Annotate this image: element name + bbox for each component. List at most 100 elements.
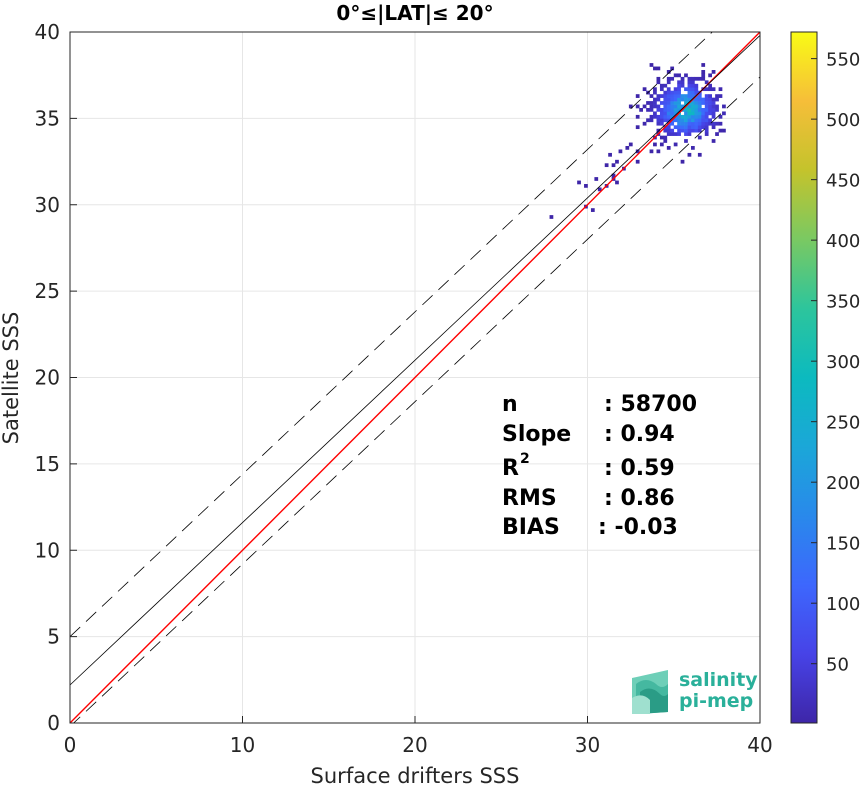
heat-cell [670,132,675,136]
heat-cell [711,97,716,102]
heat-cell [691,101,695,105]
heat-cell [708,97,712,102]
y-tick-label: 0 [47,711,60,735]
y-tick-label: 40 [35,20,60,44]
heat-cell [673,104,678,109]
heat-cell [718,128,723,133]
line-lower-bound [73,76,760,723]
y-axis-title: Satellite SSS [0,312,23,445]
heat-cell [663,97,668,102]
heat-cell [711,70,716,74]
colorbar-tick-label: 450 [826,171,860,192]
heat-cell [694,76,699,81]
heat-cell [704,125,709,130]
heat-cell [659,108,664,112]
heat-cell [673,125,678,130]
x-tick-label: 40 [747,733,772,757]
heat-cell [715,97,719,102]
y-tick-label: 25 [35,279,60,303]
heat-cell [666,97,671,102]
heat-cell [691,76,695,81]
x-tick-label: 20 [402,733,427,757]
heat-cell [697,125,702,130]
heat-cell [708,121,712,126]
heat-cell [663,128,668,133]
stat-value: : -0.03 [598,515,678,540]
logo-line1: salinity [679,669,758,691]
heat-cell [691,146,695,150]
heat-cell [677,114,681,119]
heat-cell [670,90,675,95]
heat-cell [656,108,661,112]
heat-cell [684,87,688,92]
heat-cell [673,132,678,136]
heat-cell [653,101,657,105]
heat-cell [666,94,671,98]
heat-cell [677,83,681,88]
heat-cell [663,114,668,119]
heat-cell [670,97,675,102]
heat-cell [677,132,681,136]
heat-cell [653,87,657,92]
heat-cell [708,87,712,92]
heat-cell [687,97,692,102]
heat-cell [635,94,640,98]
heat-cell [659,114,664,119]
heat-cell [718,121,723,126]
heat-cell [687,83,692,88]
heat-cell [649,104,654,109]
heat-cell [704,94,709,98]
heat-cell [722,128,726,133]
colorbar [790,31,818,724]
heat-cell [656,66,661,71]
heat-cell [666,128,671,133]
heat-cell [659,142,664,147]
heat-cell [701,101,706,105]
heat-cell [691,108,695,112]
colorbar-tick-label: 350 [826,292,860,313]
colorbar-tick-label: 50 [826,655,849,676]
heat-cell [653,66,657,71]
heat-cell [673,118,678,123]
y-tick-label: 20 [35,366,60,390]
heat-cell [677,108,681,112]
heat-cell [715,104,719,109]
heat-cell [663,83,668,88]
heat-cell [691,104,695,109]
heat-cell [691,80,695,85]
heat-cell [673,94,678,98]
heat-cell [659,83,664,88]
heat-cell [680,128,685,133]
heat-cell [666,76,671,81]
statistics-box: n: 58700 Slope: 0.94 R 2: 0.59 RMS: 0.86 BIAS… [502,392,697,540]
heat-cell [708,108,712,112]
heat-cell [704,132,709,136]
heat-cell [642,87,647,92]
heat-cell [704,108,709,112]
heat-cell [673,142,678,147]
heat-cell [615,180,619,185]
heat-cell [680,104,685,109]
heat-cell [691,118,695,123]
stat-name: n [502,392,518,417]
heat-cell [649,149,654,154]
heat-cell [670,104,675,109]
heat-cell [653,97,657,102]
heat-cell [653,142,657,147]
heat-cell [694,128,699,133]
heat-cell [680,80,685,85]
heat-cell [635,104,640,109]
heat-cell [684,108,688,112]
heat-cell [684,94,688,98]
heat-cell [649,94,654,98]
heat-cell [677,104,681,109]
heat-cell [687,94,692,98]
heat-cell [677,94,681,98]
heat-cell [687,104,692,109]
heat-cell [697,94,702,98]
heat-cell [670,108,675,112]
heat-cell [687,128,692,133]
colorbar-tick-label: 400 [826,231,860,252]
heat-cell [670,121,675,126]
heat-cell [666,132,671,136]
